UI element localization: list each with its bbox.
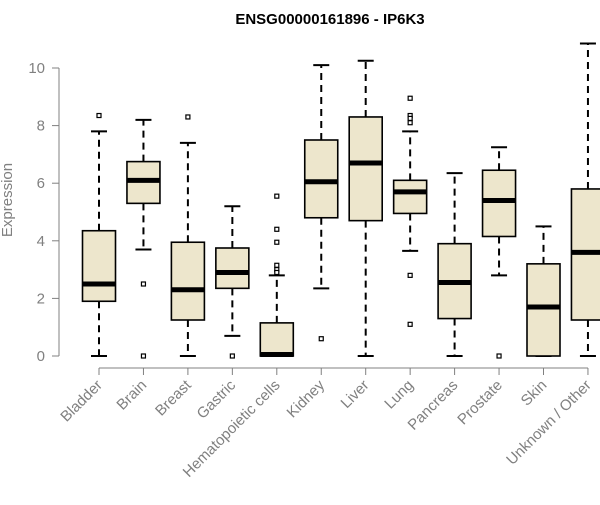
x-tick-label: Kidney	[284, 376, 329, 421]
y-axis-label: Expression	[0, 163, 16, 237]
boxes	[83, 44, 600, 358]
outlier-point	[275, 240, 279, 244]
outlier-point	[408, 116, 412, 120]
outlier-point	[497, 354, 501, 358]
box-brain	[127, 120, 160, 358]
box-bladder	[83, 114, 116, 356]
box-unknown-other	[571, 44, 600, 356]
outlier-point	[275, 270, 279, 274]
x-tick-label: Brain	[113, 377, 150, 414]
y-tick-label: 10	[28, 60, 45, 77]
outlier-point	[408, 273, 412, 277]
outlier-point	[141, 354, 145, 358]
box-skin	[527, 226, 560, 356]
box-gastric	[216, 206, 249, 358]
box-iqr	[260, 323, 293, 356]
box-lung	[394, 96, 427, 326]
box-liver	[349, 61, 382, 356]
outlier-point	[275, 194, 279, 198]
y-tick-label: 2	[37, 290, 45, 307]
box-iqr	[83, 231, 116, 302]
x-tick-label: Lung	[381, 377, 417, 413]
chart-title: ENSG00000161896 - IP6K3	[235, 11, 424, 28]
box-iqr	[394, 180, 427, 213]
outlier-point	[408, 96, 412, 100]
outlier-point	[408, 121, 412, 125]
box-kidney	[305, 65, 338, 341]
outlier-point	[408, 322, 412, 326]
box-iqr	[171, 242, 204, 320]
box-pancreas	[438, 173, 471, 356]
y-tick-label: 8	[37, 118, 45, 135]
y-tick-label: 0	[37, 348, 45, 365]
box-iqr	[305, 140, 338, 218]
x-tick-label: Breast	[152, 376, 195, 419]
x-tick-label: Liver	[338, 377, 373, 412]
outlier-point	[97, 114, 101, 118]
x-tick-label: Skin	[518, 377, 551, 410]
y-tick-label: 6	[37, 175, 45, 192]
x-tick-label: Bladder	[57, 377, 106, 426]
x-tick-label: Prostate	[454, 377, 506, 429]
outlier-point	[275, 263, 279, 267]
box-iqr	[216, 248, 249, 288]
box-iqr	[349, 117, 382, 221]
box-iqr	[527, 264, 560, 356]
box-iqr	[483, 170, 516, 236]
outlier-point	[319, 337, 323, 341]
box-breast	[171, 115, 204, 356]
outlier-point	[275, 227, 279, 231]
box-prostate	[483, 147, 516, 358]
x-tick-label: Unknown / Other	[503, 377, 595, 469]
outlier-point	[186, 115, 190, 119]
outlier-point	[141, 282, 145, 286]
y-tick-label: 4	[37, 233, 45, 250]
box-hematopoietic-cells	[260, 194, 293, 356]
outlier-point	[230, 354, 234, 358]
